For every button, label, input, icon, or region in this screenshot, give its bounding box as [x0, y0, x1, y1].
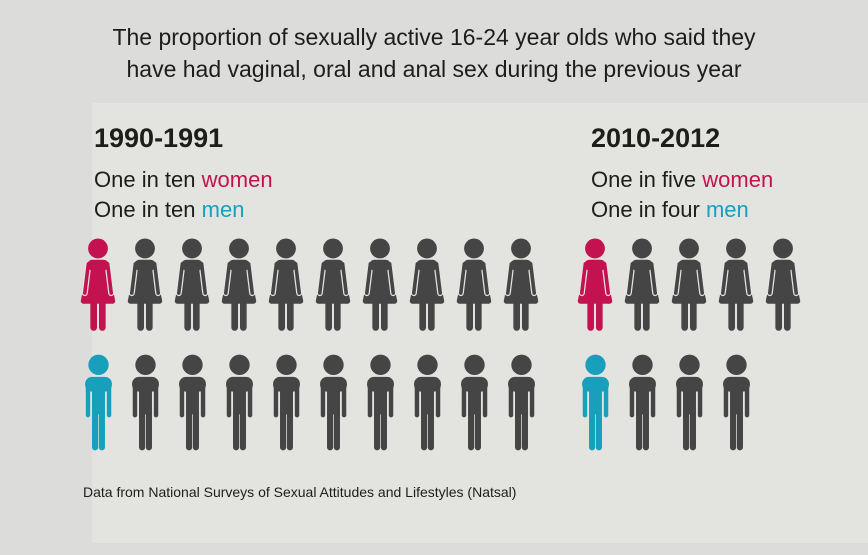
man-icon: [131, 354, 160, 451]
woman-icon: [456, 238, 492, 331]
woman-icon: [409, 238, 445, 331]
man-icon: [722, 354, 751, 451]
woman-icon: [577, 238, 613, 331]
women-stat-word: women: [201, 167, 273, 192]
women-stat-word: women: [702, 167, 774, 192]
woman-icon: [718, 238, 754, 331]
women-stat-1990: One in ten women: [94, 165, 589, 195]
men-stat-2010: One in four men: [591, 195, 868, 225]
women-stat-2010: One in five women: [591, 165, 868, 195]
man-icon: [84, 354, 113, 451]
woman-icon: [268, 238, 304, 331]
women-stat-prefix: One in five: [591, 167, 703, 192]
section-2010-2012: 2010-2012 One in five women One in four …: [577, 123, 868, 458]
man-icon: [581, 354, 610, 451]
woman-icon: [80, 238, 116, 331]
man-icon: [225, 354, 254, 451]
men-stat-word: men: [201, 197, 245, 222]
woman-icon: [362, 238, 398, 331]
chart-sections: 1990-1991 One in ten women One in ten me…: [80, 103, 868, 458]
man-icon: [507, 354, 536, 451]
men-stat-prefix: One in ten: [94, 197, 202, 222]
woman-icon: [315, 238, 351, 331]
men-pictogram-row-1990: [80, 354, 589, 458]
women-stat-prefix: One in ten: [94, 167, 202, 192]
period-heading-1990: 1990-1991: [94, 123, 224, 153]
men-stat-1990: One in ten men: [94, 195, 589, 225]
man-icon: [319, 354, 348, 451]
woman-icon: [624, 238, 660, 331]
title-band: The proportion of sexually active 16-24 …: [0, 0, 868, 103]
woman-icon: [127, 238, 163, 331]
woman-icon: [221, 238, 257, 331]
man-icon: [628, 354, 657, 451]
man-icon: [675, 354, 704, 451]
man-icon: [272, 354, 301, 451]
man-icon: [366, 354, 395, 451]
source-note: Data from National Surveys of Sexual Att…: [83, 484, 517, 500]
men-pictogram-row-2010: [577, 354, 868, 458]
woman-icon: [503, 238, 539, 331]
section-1990-1991: 1990-1991 One in ten women One in ten me…: [80, 123, 589, 458]
women-pictogram-row-2010: [577, 238, 868, 339]
man-icon: [413, 354, 442, 451]
woman-icon: [765, 238, 801, 331]
man-icon: [178, 354, 207, 451]
period-heading-2010: 2010-2012: [591, 123, 721, 153]
chart-title: The proportion of sexually active 16-24 …: [0, 21, 868, 85]
man-icon: [460, 354, 489, 451]
men-stat-prefix: One in four: [591, 197, 706, 222]
chart-title-line1: The proportion of sexually active 16-24 …: [112, 24, 756, 50]
woman-icon: [174, 238, 210, 331]
woman-icon: [671, 238, 707, 331]
chart-title-line2: have had vaginal, oral and anal sex duri…: [126, 56, 742, 82]
women-pictogram-row-1990: [80, 238, 589, 339]
chart-panel: 1990-1991 One in ten women One in ten me…: [80, 103, 868, 543]
men-stat-word: men: [705, 197, 749, 222]
